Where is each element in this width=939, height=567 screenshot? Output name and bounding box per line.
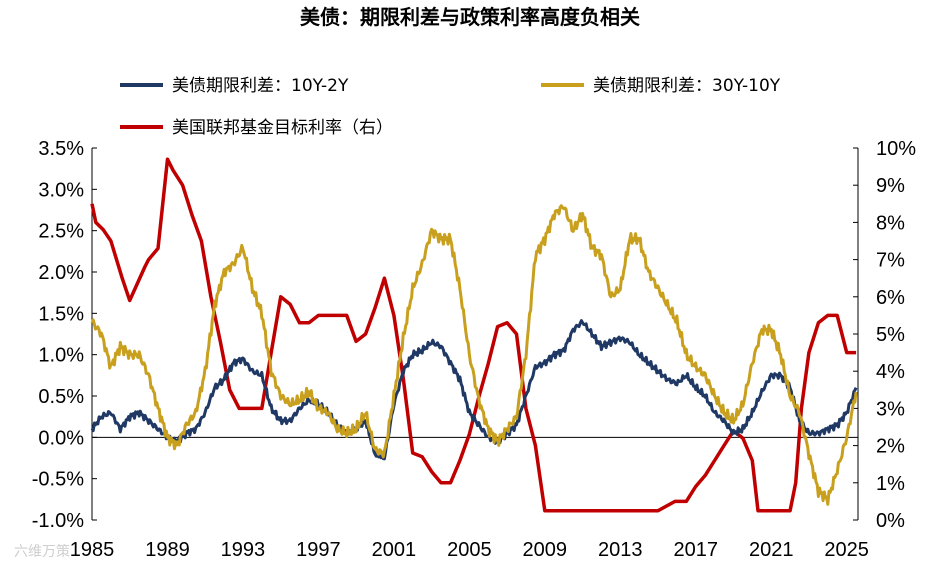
x-tick-label: 1985 — [70, 539, 115, 561]
series-layer — [90, 157, 858, 513]
legend-label-30y-10y: 美债期限利差：30Y-10Y — [593, 76, 781, 96]
x-tick-label: 1989 — [145, 539, 190, 561]
x-tick-label: 2009 — [523, 539, 568, 561]
left-tick-label: 3.5% — [38, 138, 84, 160]
right-tick-label: 10% — [876, 138, 916, 160]
right-tick-label: 9% — [876, 175, 905, 197]
series-line-fed-funds — [90, 157, 857, 513]
left-tick-label: 2.5% — [38, 221, 84, 243]
legend-entry-fed-funds: 美国联邦基金目标利率（右） — [120, 118, 393, 138]
left-tick-label: 0.5% — [38, 386, 84, 408]
axes — [91, 147, 859, 521]
legend-entry-10y-2y: 美债期限利差：10Y-2Y — [120, 76, 349, 96]
chart-title: 美债：期限利差与政策利率高度负相关 — [300, 5, 640, 29]
right-tick-label: 5% — [876, 324, 905, 346]
right-tick-label: 3% — [876, 398, 905, 420]
left-tick-label: 0.0% — [38, 427, 84, 449]
right-tick-label: 8% — [876, 212, 905, 234]
left-tick-label: 2.0% — [38, 262, 84, 284]
tick-labels: -1.0% -0.5% 0.0% 0.5% 1.0% 1.5% 2.0% 2.5% 3.0% 3.… — [32, 138, 916, 561]
legend-label-10y-2y: 美债期限利差：10Y-2Y — [172, 76, 349, 96]
right-tick-label: 0% — [876, 510, 905, 532]
series-line-10y-2y — [90, 319, 858, 461]
right-tick-label: 4% — [876, 361, 905, 383]
x-tick-label: 1997 — [296, 539, 341, 561]
legend: 美债期限利差：10Y-2Y 美债期限利差：30Y-10Y 美国联邦基金目标利率（… — [120, 76, 781, 138]
right-tick-label: 7% — [876, 250, 905, 272]
x-tick-label: 2021 — [749, 539, 794, 561]
x-tick-label: 2005 — [447, 539, 492, 561]
x-tick-label: 2017 — [673, 539, 718, 561]
left-tick-label: -1.0% — [32, 510, 84, 532]
right-tick-label: 2% — [876, 436, 905, 458]
left-tick-label: -0.5% — [32, 469, 84, 491]
left-tick-label: 1.5% — [38, 303, 84, 325]
right-tick-label: 1% — [876, 473, 905, 495]
series-line-30y-10y — [90, 204, 858, 506]
watermark: 六维万策 — [14, 543, 70, 560]
legend-entry-30y-10y: 美债期限利差：30Y-10Y — [541, 76, 781, 96]
x-tick-label: 2013 — [598, 539, 643, 561]
x-tick-label: 1993 — [221, 539, 266, 561]
left-tick-label: 3.0% — [38, 179, 84, 201]
x-tick-label: 2001 — [372, 539, 417, 561]
left-tick-label: 1.0% — [38, 345, 84, 367]
x-tick-label: 2025 — [824, 539, 869, 561]
legend-label-fed-funds: 美国联邦基金目标利率（右） — [172, 118, 393, 138]
right-tick-label: 6% — [876, 287, 905, 309]
